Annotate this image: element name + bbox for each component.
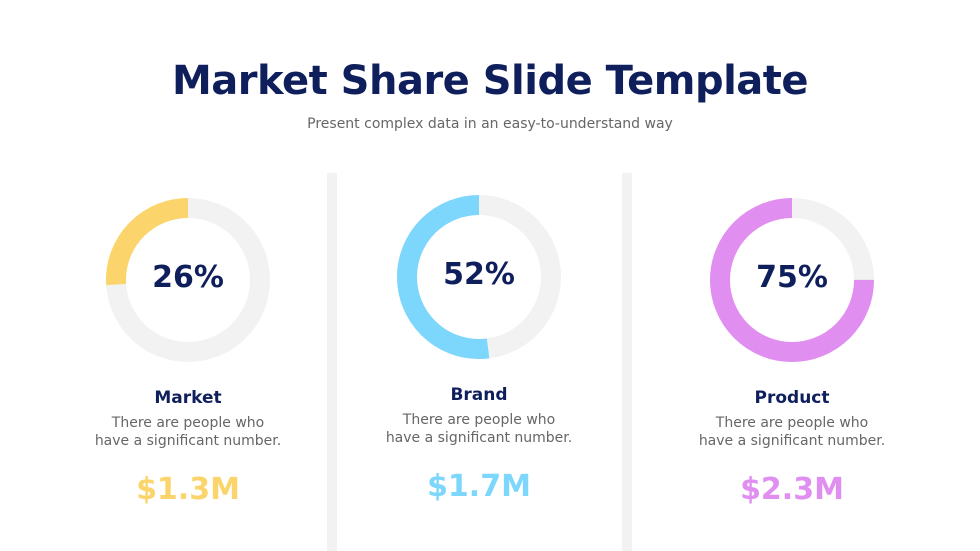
card-label: Brand <box>450 385 508 405</box>
donut-chart <box>710 198 874 362</box>
donut-chart <box>106 198 270 362</box>
card-label: Product <box>754 388 830 408</box>
card-value: $1.3M <box>136 472 240 507</box>
description-line: There are people who <box>111 415 265 431</box>
slide-title: Market Share Slide Template <box>171 58 809 104</box>
description-line: There are people who <box>715 415 869 431</box>
product-card: 75% Product There are people who have a sig… <box>662 190 922 507</box>
description-line: have a significant number. <box>698 433 886 449</box>
description-line: There are people who <box>402 412 556 428</box>
brand-card: 52% Brand There are people who have a signi… <box>349 187 609 504</box>
card-value: $2.3M <box>740 472 844 507</box>
percent-label: 52% <box>443 257 515 292</box>
market-card: 26% Market There are people who have a sign… <box>58 190 318 507</box>
card-label: Market <box>154 388 222 408</box>
column-divider <box>622 173 632 551</box>
donut-arc <box>397 195 561 359</box>
card-description: There are people who have a significant n… <box>58 414 318 450</box>
donut-arc <box>106 198 270 362</box>
description-line: have a significant number. <box>94 433 282 449</box>
column-divider <box>327 173 337 551</box>
card-description: There are people who have a significant n… <box>662 414 922 450</box>
percent-label: 26% <box>152 260 224 295</box>
donut-arc <box>710 198 874 362</box>
slide-subtitle: Present complex data in an easy-to-under… <box>307 116 673 132</box>
card-description: There are people who have a significant n… <box>349 411 609 447</box>
donut-chart <box>397 195 561 359</box>
description-line: have a significant number. <box>385 430 573 446</box>
card-value: $1.7M <box>427 469 531 504</box>
percent-label: 75% <box>756 260 828 295</box>
